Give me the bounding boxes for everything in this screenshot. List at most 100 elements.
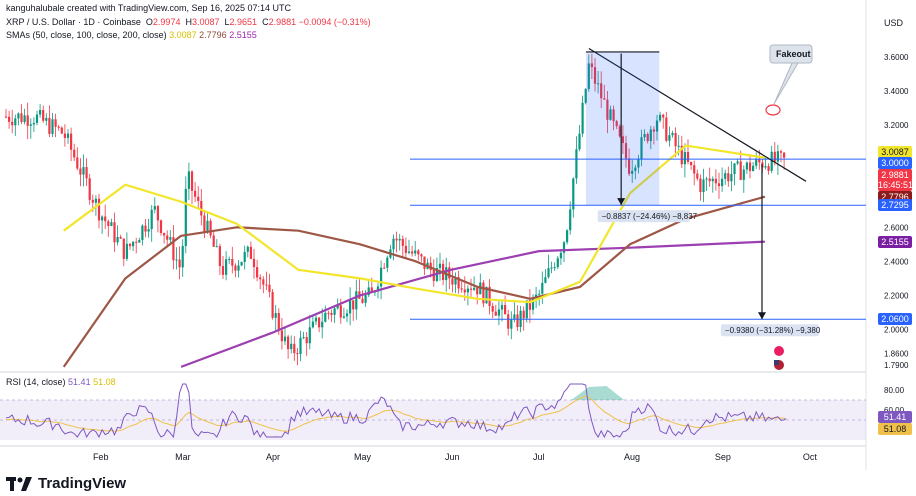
rsi-line — [5, 383, 787, 439]
candle-body — [649, 129, 652, 142]
candle-body — [773, 151, 776, 162]
sma-legend[interactable]: SMAs (50, close, 100, close, 200, close)… — [6, 30, 257, 40]
candle-body — [454, 277, 457, 285]
candle-body — [699, 178, 702, 193]
candle-body — [776, 151, 779, 162]
rsi-legend[interactable]: RSI (14, close) 51.41 51.08 — [6, 377, 116, 387]
candle-body — [550, 267, 553, 269]
candle-body — [600, 83, 603, 99]
candle-body — [91, 199, 94, 203]
candle-body — [128, 243, 132, 247]
candle-body — [662, 114, 665, 118]
candle-body — [473, 287, 476, 290]
candle-body — [559, 252, 562, 259]
candle-body — [339, 305, 342, 318]
candle-body — [66, 133, 70, 138]
candle-body — [748, 162, 752, 171]
candle-body — [110, 222, 113, 226]
candle-body — [290, 343, 293, 350]
candle-body — [330, 312, 333, 315]
candle-body — [370, 287, 373, 292]
candle-body — [531, 297, 535, 310]
candle-body — [107, 221, 110, 226]
candle-body — [364, 295, 367, 303]
candle-body — [82, 167, 85, 175]
candle-body — [259, 277, 262, 280]
rsi-value: 51.41 — [68, 377, 91, 387]
level-low-tag: 2.0600 — [878, 313, 912, 326]
sma200-tag: 2.5155 — [878, 235, 912, 248]
candle-body — [26, 115, 29, 126]
candle-body — [380, 267, 383, 287]
candle-body — [287, 336, 290, 350]
candle-body — [63, 133, 66, 138]
candle-body — [116, 237, 119, 243]
candle-body — [175, 259, 178, 261]
candle-body — [184, 188, 187, 246]
candle-body — [262, 279, 265, 285]
candle-body — [783, 152, 786, 158]
candles — [4, 53, 786, 366]
candle-body — [88, 178, 91, 200]
rsi-ma-value: 51.08 — [93, 377, 116, 387]
candle-body — [203, 215, 206, 232]
candle-body — [119, 237, 122, 239]
event-icon — [774, 346, 784, 356]
candle-body — [39, 109, 42, 115]
candle-body — [569, 209, 572, 231]
candle-body — [460, 288, 463, 290]
candle-body — [141, 225, 144, 241]
tradingview-logo: TradingView — [6, 475, 126, 492]
candle-body — [166, 235, 169, 240]
candle-body — [73, 149, 76, 158]
rsi-tick-label: 80.00 — [884, 386, 905, 395]
measure-label-1: −0.8837 (−24.46%) −8,837 — [597, 210, 698, 223]
candle-body — [587, 63, 590, 90]
fakeout-text: Fakeout — [776, 49, 811, 59]
candle-body — [553, 267, 556, 269]
candle-body — [321, 321, 324, 328]
candle-body — [745, 162, 748, 170]
candle-body — [597, 83, 600, 85]
candle-body — [612, 109, 615, 122]
ohlc-close: C2.9881 — [259, 17, 297, 27]
candle-body — [296, 353, 299, 355]
candle-body — [727, 173, 730, 182]
candle-body — [209, 220, 212, 236]
candle-body — [135, 241, 138, 243]
candle-body — [274, 313, 277, 318]
price-tick-label: 2.2000 — [884, 291, 909, 300]
brand-name: TradingView — [38, 475, 127, 492]
ohlc-high: H3.0087 — [182, 17, 220, 27]
candle-body — [345, 313, 349, 317]
sma200-line — [180, 240, 765, 368]
candle-body — [476, 287, 479, 295]
price-tick-label: 3.2000 — [884, 121, 909, 130]
candle-body — [708, 178, 711, 182]
candle-body — [147, 229, 150, 232]
candle-body — [194, 190, 197, 197]
candle-body — [451, 278, 454, 285]
measure-label-2-text: −0.9380 (−31.28%) −9,380 — [725, 326, 821, 335]
symbol-legend[interactable]: XRP / U.S. Dollar · 1D · Coinbase O2.997… — [6, 17, 371, 27]
ohlc-change: −0.0094 (−0.31%) — [298, 17, 371, 27]
candle-body — [169, 237, 172, 240]
candle-body — [333, 308, 336, 315]
candle-body — [398, 238, 401, 241]
measure-label-1-bg — [597, 210, 690, 223]
candle-body — [277, 313, 280, 331]
candle-body — [485, 286, 488, 304]
candle-body — [556, 258, 559, 268]
candle-body — [516, 314, 519, 327]
month-label: Jun — [445, 452, 460, 462]
candle-body — [497, 309, 500, 316]
candle-body — [609, 109, 612, 120]
candle-body — [593, 67, 597, 84]
candle-body — [628, 158, 631, 174]
candle-body — [342, 316, 345, 318]
fakeout-box — [769, 44, 813, 64]
candle-body — [621, 136, 624, 144]
flag-canton-icon — [774, 360, 779, 365]
candle-body — [702, 179, 705, 193]
